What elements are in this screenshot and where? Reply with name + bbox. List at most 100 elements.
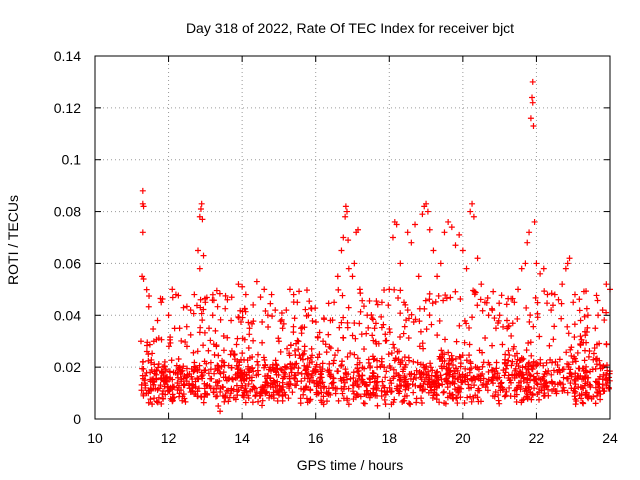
data-point: [300, 350, 307, 357]
data-point: [484, 381, 491, 388]
data-point: [449, 356, 456, 363]
data-point: [508, 332, 515, 339]
data-point: [485, 376, 492, 383]
data-point: [457, 296, 464, 303]
data-point: [554, 362, 561, 369]
data-point: [467, 208, 474, 215]
data-point: [272, 307, 279, 314]
data-point: [361, 391, 368, 398]
data-point: [350, 396, 357, 403]
data-point: [148, 387, 155, 394]
data-point: [303, 395, 310, 402]
data-point: [534, 314, 541, 321]
data-point: [325, 391, 332, 398]
data-point: [213, 385, 220, 392]
data-point: [322, 341, 329, 348]
data-point: [568, 371, 575, 378]
data-point: [221, 362, 228, 369]
data-point: [369, 332, 376, 339]
data-point: [299, 324, 306, 331]
data-point: [207, 337, 214, 344]
data-point: [448, 224, 455, 231]
data-point: [217, 389, 224, 396]
data-point: [237, 307, 244, 314]
data-point: [388, 350, 395, 357]
data-point: [524, 376, 531, 383]
data-point: [258, 388, 265, 395]
data-point: [515, 286, 522, 293]
data-point: [482, 334, 489, 341]
data-point: [401, 376, 408, 383]
data-point: [466, 369, 473, 376]
data-point: [350, 369, 357, 376]
data-point: [351, 351, 358, 358]
data-point: [359, 297, 366, 304]
data-point: [524, 239, 531, 246]
data-point: [537, 270, 544, 277]
data-point: [527, 339, 534, 346]
data-point: [182, 398, 189, 405]
data-point: [566, 255, 573, 262]
data-point: [423, 363, 430, 370]
data-point: [372, 320, 379, 327]
data-point: [502, 351, 509, 358]
data-point: [580, 288, 587, 295]
data-point: [324, 390, 331, 397]
data-point: [187, 307, 194, 314]
data-point: [563, 349, 570, 356]
y-axis-label: ROTI / TECUs: [5, 195, 21, 285]
data-point: [354, 392, 361, 399]
data-point: [558, 300, 565, 307]
data-point: [538, 387, 545, 394]
data-point: [233, 341, 240, 348]
data-point: [306, 298, 313, 305]
data-point: [568, 352, 575, 359]
data-point: [471, 382, 478, 389]
data-point: [427, 364, 434, 371]
data-point: [277, 366, 284, 373]
plot-border: [94, 55, 611, 420]
data-point: [527, 312, 534, 319]
data-point: [391, 396, 398, 403]
data-point: [209, 297, 216, 304]
data-point: [321, 383, 328, 390]
data-point: [280, 320, 287, 327]
data-point: [439, 381, 446, 388]
data-point: [458, 385, 465, 392]
data-point: [167, 386, 174, 393]
data-point: [527, 115, 534, 122]
data-point: [350, 388, 357, 395]
data-point: [196, 329, 203, 336]
data-point: [314, 333, 321, 340]
data-point: [291, 372, 298, 379]
data-point: [203, 360, 210, 367]
data-point: [558, 315, 565, 322]
data-point: [427, 384, 434, 391]
data-point: [347, 375, 354, 382]
data-point: [308, 372, 315, 379]
data-point: [235, 313, 242, 320]
data-point: [291, 364, 298, 371]
data-point: [201, 390, 208, 397]
data-point: [242, 382, 249, 389]
data-point: [180, 304, 187, 311]
data-point: [175, 365, 182, 372]
data-point: [212, 327, 219, 334]
data-point: [247, 387, 254, 394]
data-point: [140, 203, 147, 210]
data-point: [596, 381, 603, 388]
data-point: [234, 388, 241, 395]
data-point: [517, 357, 524, 364]
data-point: [590, 350, 597, 357]
x-tick-label: 18: [381, 430, 397, 446]
data-point: [165, 343, 172, 350]
data-point: [181, 382, 188, 389]
data-point: [479, 307, 486, 314]
data-point: [242, 291, 249, 298]
data-point: [187, 389, 194, 396]
data-point: [180, 381, 187, 388]
data-point: [511, 299, 518, 306]
data-point: [212, 393, 219, 400]
data-point: [291, 347, 298, 354]
data-point: [336, 324, 343, 331]
